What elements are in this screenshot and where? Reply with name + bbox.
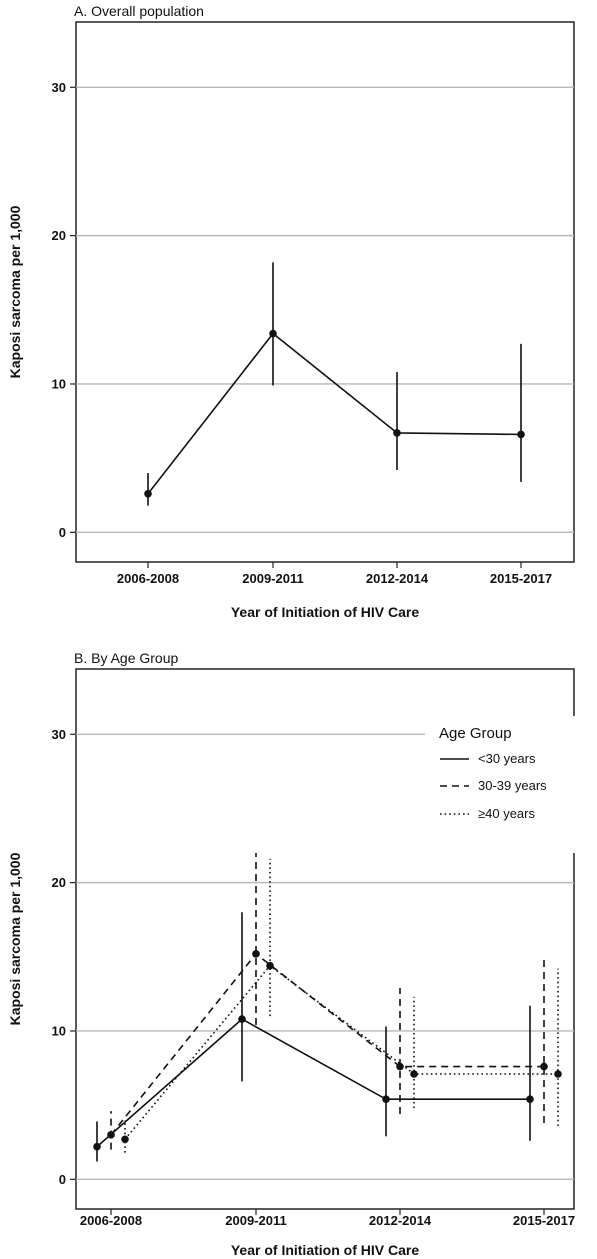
x-tick-label: 2006-2008	[80, 1213, 142, 1228]
panel-b-title: B. By Age Group	[74, 650, 178, 666]
legend-title: Age Group	[439, 725, 512, 742]
legend-background	[425, 716, 577, 853]
y-tick-label: 10	[52, 376, 66, 391]
data-point	[238, 1015, 246, 1023]
x-tick-label: 2009-2011	[242, 571, 303, 586]
series-1-line	[147, 332, 522, 495]
panel-b-x-axis-label: Year of Initiation of HIV Care	[231, 1242, 419, 1258]
data-point	[266, 961, 274, 970]
data-point	[517, 430, 525, 439]
data-point	[526, 1095, 534, 1104]
panel-a-title: A. Overall population	[74, 3, 204, 19]
data-point	[382, 1095, 390, 1104]
x-tick-label: 2015-2017	[513, 1213, 575, 1228]
y-tick-label: 30	[52, 80, 66, 95]
y-tick-label: 10	[52, 1023, 66, 1038]
legend-entry: ≥40 years	[478, 806, 535, 821]
panel-b-frame	[75, 668, 575, 1210]
data-point	[540, 1062, 548, 1071]
y-tick-label: 0	[59, 525, 66, 540]
data-point	[252, 950, 260, 958]
panel-a-y-axis-label: Kaposi sarcoma per 1,000	[7, 205, 23, 378]
legend-entry: <30 years	[478, 751, 536, 766]
y-tick-label: 20	[52, 228, 66, 243]
data-point	[410, 1070, 418, 1078]
data-point	[393, 429, 401, 437]
data-point	[554, 1070, 562, 1078]
x-tick-label: 2015-2017	[490, 571, 552, 586]
panel-a: A. Overall population 0 10 20 30 2006-2008 2…	[7, 3, 575, 620]
data-point	[269, 329, 277, 338]
x-tick-label: 2012-2014	[369, 1213, 432, 1228]
series-1-line	[96, 1018, 530, 1148]
legend-entry: 30-39 years	[478, 778, 547, 793]
y-tick-label: 20	[52, 875, 66, 890]
data-point	[144, 489, 152, 498]
y-tick-label: 30	[52, 727, 66, 742]
data-point	[396, 1062, 404, 1071]
data-point	[93, 1142, 101, 1151]
x-tick-label: 2012-2014	[366, 571, 429, 586]
legend: Age Group <30 years 30-39 years ≥40 years	[425, 716, 577, 853]
x-tick-label: 2006-2008	[117, 571, 179, 586]
panel-a-x-axis-label: Year of Initiation of HIV Care	[231, 604, 419, 620]
panel-b: B. By Age Group 0 10 20 30 2006-2008 2009-20…	[7, 650, 577, 1258]
y-tick-label: 0	[59, 1172, 66, 1187]
data-point	[107, 1131, 115, 1139]
series-3	[121, 858, 562, 1153]
series-3-line	[124, 964, 558, 1140]
series-1	[144, 262, 525, 506]
panel-b-y-axis-label: Kaposi sarcoma per 1,000	[7, 852, 23, 1025]
series-2-line	[110, 952, 544, 1136]
series-2	[107, 852, 548, 1150]
series-1	[93, 912, 534, 1162]
panel-a-frame	[75, 21, 575, 563]
data-point	[121, 1135, 129, 1144]
x-tick-label: 2009-2011	[225, 1213, 286, 1228]
